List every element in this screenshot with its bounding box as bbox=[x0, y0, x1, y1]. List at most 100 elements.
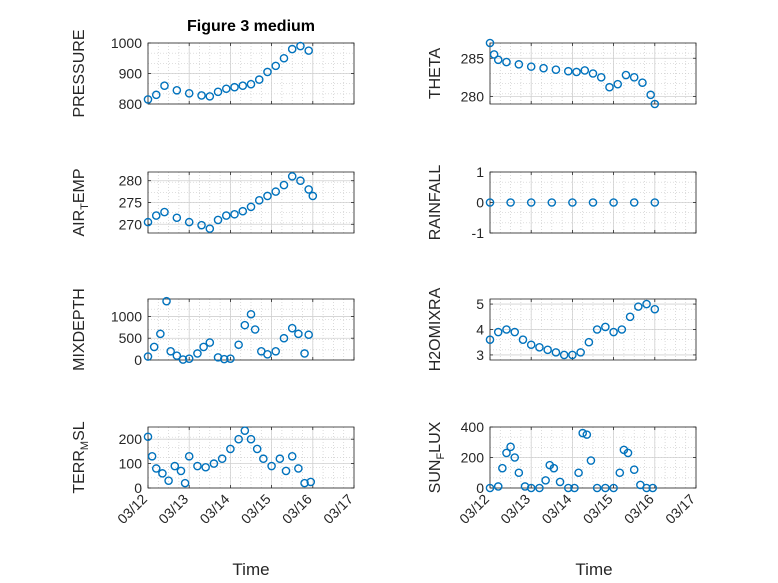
terr-msl-data-point bbox=[240, 426, 250, 435]
h2omixra-y-tick-label: 4 bbox=[476, 322, 484, 338]
terr-msl-y-tick-label: 0 bbox=[134, 480, 142, 496]
air-temp-y-tick-label: 280 bbox=[119, 173, 143, 189]
pressure-data-point bbox=[213, 87, 223, 97]
mixdepth-data-point bbox=[184, 354, 194, 363]
air-temp-data-point bbox=[184, 217, 194, 227]
chart-h2omixra: 3 4 5 H2OMIXRA bbox=[427, 287, 697, 371]
mixdepth-data-point bbox=[205, 338, 215, 347]
rainfall-y-axis-label: RAINFALL bbox=[427, 165, 444, 241]
air-temp-data-point bbox=[205, 224, 215, 233]
theta-data-point bbox=[572, 67, 581, 77]
theta-data-point bbox=[551, 65, 561, 74]
terr-msl-data-point bbox=[267, 461, 276, 471]
mixdepth-data-point bbox=[193, 349, 202, 358]
sun-flux-data-point bbox=[578, 428, 588, 438]
mixdepth-data-point bbox=[246, 309, 256, 319]
pressure-data-point bbox=[230, 82, 239, 92]
sun-flux-data-point bbox=[493, 482, 503, 491]
pressure-data-point bbox=[238, 81, 248, 90]
h2omixra-data-point bbox=[625, 312, 635, 322]
air-temp-data-point bbox=[238, 206, 248, 216]
mixdepth-y-tick-label: 0 bbox=[134, 352, 142, 368]
mixdepth-data-point bbox=[234, 340, 243, 350]
sun-flux-data-point bbox=[592, 483, 602, 493]
theta-y-axis-label: THETA bbox=[427, 48, 444, 100]
h2omixra-data-point bbox=[559, 350, 569, 360]
mixdepth-data-point bbox=[219, 354, 229, 364]
pressure-data-point bbox=[304, 46, 313, 55]
air-temp-y-tick-label: 275 bbox=[119, 195, 143, 211]
sun-flux-data-point bbox=[615, 468, 625, 478]
pressure-y-tick-label: 900 bbox=[119, 66, 143, 82]
theta-data-point bbox=[650, 99, 660, 109]
figure-title: Figure 3 medium bbox=[187, 18, 315, 35]
theta-data-point bbox=[588, 69, 598, 78]
mixdepth-data-point bbox=[294, 329, 303, 339]
terr-msl-data-point bbox=[300, 478, 309, 488]
sun-flux-data-point bbox=[555, 477, 565, 487]
terr-msl-data-point bbox=[147, 451, 157, 461]
rainfall-data-point bbox=[547, 198, 557, 207]
rainfall-data-point bbox=[650, 198, 660, 207]
terr-msl-x-tick-label: 03/13 bbox=[155, 491, 191, 527]
sun-flux-data-point bbox=[609, 483, 618, 493]
theta-data-point bbox=[629, 73, 639, 82]
sun-flux-data-point bbox=[549, 463, 559, 473]
theta-data-point bbox=[539, 63, 548, 73]
sun-flux-data-point bbox=[506, 442, 515, 452]
mixdepth-data-point bbox=[156, 329, 165, 339]
pressure-data-point bbox=[254, 75, 264, 84]
chart-theta: 280 285 THETA bbox=[427, 38, 697, 109]
terr-msl-data-point bbox=[170, 461, 180, 471]
terr-msl-x-tick-label: 03/14 bbox=[196, 491, 232, 527]
terr-msl-data-point bbox=[180, 478, 190, 488]
terr-msl-data-point bbox=[306, 477, 316, 487]
terr-msl-data-point bbox=[226, 444, 235, 454]
pressure-y-tick-label: 800 bbox=[119, 96, 143, 112]
mixdepth-data-point bbox=[166, 346, 175, 356]
mixdepth-y-axis-label: MIXDEPTH bbox=[71, 288, 88, 371]
pressure-data-point bbox=[197, 91, 206, 100]
mixdepth-data-point bbox=[263, 350, 272, 359]
pressure-data-point bbox=[296, 41, 305, 51]
x-axis-label-right: Time bbox=[575, 560, 612, 579]
chart-terr-msl: 0 100 200 03/12 03/13 03/14 03/15 03/16 03/17 TER… bbox=[71, 421, 356, 527]
rainfall-data-point bbox=[588, 198, 598, 207]
terr-msl-x-tick-label: 03/15 bbox=[238, 491, 274, 527]
h2omixra-data-point bbox=[576, 348, 585, 357]
sun-flux-data-point bbox=[563, 483, 573, 493]
sun-flux-x-tick-label: 03/14 bbox=[538, 491, 574, 527]
rainfall-y-tick-label: 1 bbox=[476, 164, 484, 180]
sun-flux-data-point bbox=[648, 483, 658, 493]
sun-flux-data-point bbox=[502, 448, 511, 458]
rainfall-data-point bbox=[526, 198, 536, 207]
chart-sun-flux: 0 200 400 03/12 03/13 03/14 03/15 03/16 03/17 SUN… bbox=[427, 419, 698, 527]
air-temp-data-point bbox=[160, 207, 169, 217]
sun-flux-data-point bbox=[541, 476, 550, 485]
h2omixra-data-point bbox=[502, 325, 511, 334]
sun-flux-data-point bbox=[574, 468, 583, 478]
h2omixra-data-point bbox=[592, 325, 602, 334]
theta-data-point bbox=[493, 55, 503, 65]
terr-msl-data-point bbox=[246, 434, 256, 444]
mixdepth-data-point bbox=[240, 320, 250, 330]
x-axis-label-left: Time bbox=[232, 560, 269, 579]
pressure-data-point bbox=[287, 44, 297, 54]
h2omixra-data-point bbox=[510, 327, 520, 337]
rainfall-data-point bbox=[629, 198, 639, 207]
rainfall-data-point bbox=[609, 198, 618, 207]
h2omixra-data-point bbox=[601, 322, 610, 332]
terr-msl-data-point bbox=[275, 454, 285, 464]
air-temp-y-axis-label: AIRTEMP bbox=[71, 168, 91, 236]
h2omixra-data-point bbox=[617, 325, 627, 334]
sun-flux-data-point bbox=[514, 468, 524, 478]
pressure-data-point bbox=[221, 84, 231, 94]
terr-msl-data-point bbox=[201, 462, 210, 472]
pressure-data-point bbox=[246, 79, 256, 89]
mixdepth-data-point bbox=[162, 296, 171, 306]
theta-data-point bbox=[638, 78, 647, 87]
air-temp-data-point bbox=[213, 215, 223, 225]
air-temp-y-tick-label: 270 bbox=[119, 216, 143, 232]
air-temp-data-point bbox=[143, 217, 153, 227]
theta-data-point bbox=[613, 79, 623, 89]
